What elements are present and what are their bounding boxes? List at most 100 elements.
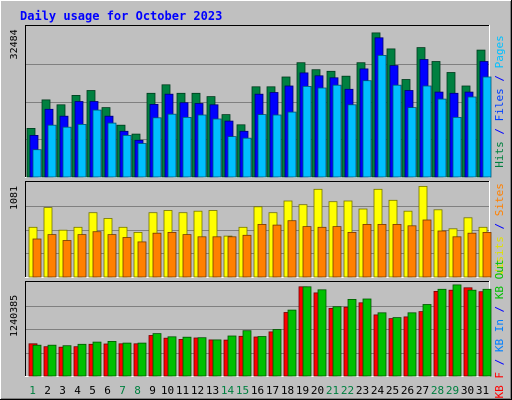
x-axis-tick-labels: 1 2 3 4 5 6 7 8 9 10 11 12 13 14 15 16 17 18 19 20 21 22 23 24 2…: [29, 384, 489, 397]
bar-visits-sites-day-29: Sites 29: 550: [452, 236, 462, 278]
bar-visits-sites-day-7: Sites 7: 540: [122, 237, 132, 278]
bar-hits-pages-day-22: Pages 22: 17700: [347, 104, 357, 178]
legend-visits: Visits / Sites: [493, 183, 506, 276]
x-tick-label-day-3: 3: [59, 384, 66, 397]
bar-hits-pages-day-15: Pages 15: 9500: [242, 137, 252, 178]
bar-kbytes-kb-out-day-15: KB Out 15: 935000: [242, 330, 252, 377]
bar-hits-pages-day-16: Pages 16: 15300: [257, 114, 267, 178]
bar-visits-sites-day-26: Sites 26: 700: [407, 225, 417, 278]
bar-kbytes-kb-out-day-31: KB Out 31: 1790000: [482, 288, 492, 377]
bar-kbytes-kb-out-day-30: KB Out 30: 1770000: [467, 289, 477, 377]
bar-visits-sites-day-4: Sites 4: 580: [77, 234, 87, 278]
legend-entry: Files: [493, 88, 506, 128]
x-tick-label-day-23: 23: [356, 384, 369, 397]
bar-visits-sites-day-13: Sites 13: 550: [212, 236, 222, 278]
bar-visits-sites-day-31: Sites 31: 610: [482, 231, 492, 278]
bar-hits-pages-day-26: Pages 26: 17000: [407, 107, 417, 178]
x-tick-label-day-15: 15: [236, 384, 249, 397]
x-tick-label-day-5: 5: [89, 384, 96, 397]
bar-kbytes-kb-out-day-12: KB Out 12: 790000: [197, 337, 207, 377]
bar-kbytes-kb-out-day-24: KB Out 24: 1305000: [377, 312, 387, 377]
bar-hits-pages-day-18: Pages 18: 15900: [287, 111, 297, 178]
bar-visits-sites-day-12: Sites 12: 550: [197, 236, 207, 278]
bar-visits-sites-day-21: Sites 21: 690: [332, 226, 342, 278]
bar-kbytes-kb-out-day-2: KB Out 2: 635000: [47, 344, 57, 377]
x-tick-label-day-16: 16: [251, 384, 264, 397]
x-tick-label-day-28: 28: [431, 384, 444, 397]
bar-kbytes-kb-out-day-9: KB Out 9: 875000: [152, 333, 162, 377]
x-tick-label-day-18: 18: [281, 384, 294, 397]
bar-kbytes-kb-out-day-23: KB Out 23: 1590000: [362, 298, 372, 377]
bar-kbytes-kb-out-day-3: KB Out 3: 625000: [62, 345, 72, 377]
bar-visits-sites-day-3: Sites 3: 500: [62, 240, 72, 278]
bar-hits-pages-day-17: Pages 17: 15200: [272, 114, 282, 178]
bar-hits-pages-day-14: Pages 14: 9900: [227, 136, 237, 178]
x-tick-label-day-19: 19: [296, 384, 309, 397]
x-tick-label-day-22: 22: [341, 384, 354, 397]
bar-kbytes-kb-out-day-6: KB Out 6: 715000: [107, 340, 117, 377]
bar-hits-pages-day-20: Pages 20: 21800: [317, 87, 327, 178]
legend-kbytes: KB F / KB In / KB Out: [493, 259, 506, 398]
x-tick-label-day-21: 21: [326, 384, 339, 397]
legend-entry: /: [493, 223, 506, 236]
panel-kbytes: KB F 1: 665000KB F 2: 605000KB F 3: 5950…: [9, 259, 506, 398]
x-tick-label-day-13: 13: [206, 384, 219, 397]
bar-hits-pages-day-8: Pages 8: 8200: [137, 143, 147, 178]
bar-visits-sites-day-18: Sites 18: 770: [287, 220, 297, 278]
y-axis-value-label-hits: 32484: [9, 29, 20, 59]
bar-hits-pages-day-11: Pages 11: 14600: [182, 117, 192, 178]
bar-kbytes-kb-out-day-20: KB Out 20: 1780000: [317, 289, 327, 377]
legend-entry: /: [493, 128, 506, 141]
panel-hits: Hits 1: 11900Hits 2: 18900Hits 3: 17700H…: [9, 25, 506, 178]
bar-hits-pages-day-29: Pages 29: 14600: [452, 117, 462, 178]
x-tick-label-day-14: 14: [221, 384, 235, 397]
bar-kbytes-kb-out-day-28: KB Out 28: 1790000: [437, 288, 447, 377]
legend-entry: Sites: [493, 183, 506, 223]
x-tick-label-day-31: 31: [476, 384, 489, 397]
bar-hits-pages-day-1: Pages 1: 6700: [32, 149, 42, 178]
legend-entry: /: [493, 75, 506, 88]
legend-entry: KB Out: [493, 259, 506, 305]
bar-visits-sites-day-1: Sites 1: 520: [32, 238, 42, 278]
bar-hits-pages-day-31: Pages 31: 24500: [482, 76, 492, 178]
bar-visits-sites-day-6: Sites 6: 580: [107, 234, 117, 278]
bar-visits-sites-day-25: Sites 25: 720: [392, 223, 402, 278]
bar-kbytes-kb-out-day-14: KB Out 14: 825000: [227, 335, 237, 377]
bar-hits-pages-day-28: Pages 28: 19100: [437, 98, 447, 178]
bar-kbytes-kb-out-day-29: KB Out 29: 1880000: [452, 284, 462, 377]
bar-visits-sites-day-2: Sites 2: 580: [47, 234, 57, 278]
y-axis-value-label-visits: 1081: [9, 186, 20, 210]
bar-kbytes-kb-out-day-22: KB Out 22: 1580000: [347, 298, 357, 377]
x-tick-label-day-2: 2: [44, 384, 51, 397]
bar-kbytes-kb-out-day-18: KB Out 18: 1360000: [287, 309, 297, 377]
bar-visits-sites-day-17: Sites 17: 710: [272, 224, 282, 278]
bar-hits-pages-day-19: Pages 19: 22200: [302, 86, 312, 178]
legend-entry: /: [493, 359, 506, 372]
x-tick-label-day-8: 8: [134, 384, 141, 397]
bar-kbytes-kb-out-day-11: KB Out 11: 800000: [182, 336, 192, 377]
bar-hits-pages-day-25: Pages 25: 22500: [392, 84, 402, 178]
bar-kbytes-kb-out-day-1: KB Out 1: 635000: [32, 344, 42, 377]
legend-entry: KB In: [493, 319, 506, 359]
x-tick-label-day-1: 1: [29, 384, 36, 397]
bar-kbytes-kb-out-day-7: KB Out 7: 680000: [122, 342, 132, 377]
bar-hits-pages-day-7: Pages 7: 10200: [122, 134, 132, 178]
legend-entry: Visits: [493, 236, 506, 276]
bar-visits-sites-day-27: Sites 27: 780: [422, 219, 432, 278]
bar-hits-pages-day-23: Pages 23: 23600: [362, 80, 372, 178]
x-tick-label-day-9: 9: [149, 384, 156, 397]
chart-panels: Hits 1: 11900Hits 2: 18900Hits 3: 17700H…: [9, 25, 506, 399]
legend-entry: /: [493, 306, 506, 319]
x-tick-label-day-4: 4: [74, 384, 81, 397]
bar-hits-pages-day-5: Pages 5: 16400: [92, 109, 102, 178]
bar-hits-pages-day-2: Pages 2: 12700: [47, 124, 57, 178]
bar-visits-sites-day-19: Sites 19: 690: [302, 226, 312, 278]
bar-visits-sites-day-23: Sites 23: 720: [362, 223, 372, 278]
bar-kbytes-kb-out-day-25: KB Out 25: 1205000: [392, 317, 402, 377]
legend-entry: Hits: [493, 141, 506, 168]
bar-visits-sites-day-28: Sites 28: 630: [437, 230, 447, 278]
bar-visits-sites-day-8: Sites 8: 480: [137, 241, 147, 278]
bar-kbytes-kb-out-day-21: KB Out 21: 1430000: [332, 306, 342, 377]
bar-hits-pages-day-4: Pages 4: 12900: [77, 124, 87, 178]
